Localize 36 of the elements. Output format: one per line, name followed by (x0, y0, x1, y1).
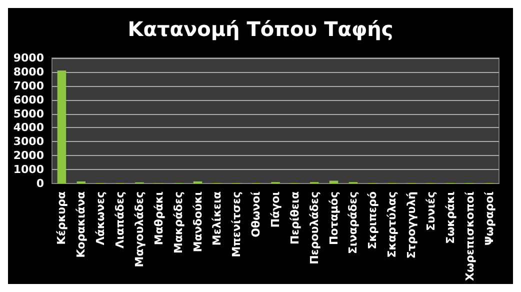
x-tick-label: Ποταμός (327, 191, 340, 246)
x-tick-label: Λιαπάδες (114, 191, 127, 248)
x-tick-label: Μπενίτσες (230, 191, 244, 258)
y-tick-label: 3000 (13, 135, 44, 148)
y-tick-label: 9000 (13, 52, 44, 64)
chart-title: Κατανομή Τόπου Ταφής (128, 17, 394, 41)
x-tick-label: Μελίκεια (210, 191, 224, 246)
x-tick-label: Μαγουλάδες (132, 191, 146, 268)
x-tick-label: Οθωνοί (250, 191, 263, 238)
x-tick-label: Κορακιάνα (74, 191, 88, 258)
x-tick-label: Συνιές (424, 191, 438, 231)
x-tick-label: Ψωραροί (482, 191, 496, 246)
y-tick-label: 7000 (13, 79, 44, 92)
y-tick-label: 6000 (13, 93, 44, 106)
x-tick-label: Μανδούκι (191, 191, 204, 252)
x-tick-label: Περίθεια (288, 191, 302, 245)
y-tick-label: 8000 (13, 65, 44, 78)
x-tick-label: Σκριπερό (366, 191, 380, 250)
x-tick-label: Λάκωνες (94, 191, 108, 246)
x-tick-label: Χωρεπισκοποί (463, 191, 476, 282)
x-tick-label: Μακράδες (172, 191, 185, 254)
x-tick-label: Σωκράκι (444, 191, 457, 244)
y-tick-label: 2000 (13, 149, 44, 162)
x-tick-label: Σκαρτύλας (386, 191, 399, 258)
y-tick-label: 0 (36, 176, 44, 190)
x-tick-label: Σιναράδες (346, 191, 360, 254)
x-tick-label: Περουλάδες (308, 191, 321, 264)
x-tick-label: Πάγοι (269, 191, 282, 228)
y-tick-label: 4000 (13, 121, 44, 134)
bar (329, 180, 338, 184)
x-tick-label: Κέρκυρα (55, 191, 68, 245)
y-tick-label: 5000 (13, 107, 44, 120)
x-tick-label: Μαθράκι (152, 191, 166, 246)
x-tick-label: Στρογγυλή (405, 191, 418, 259)
y-tick-label: 1000 (13, 163, 44, 176)
bar (57, 70, 66, 184)
